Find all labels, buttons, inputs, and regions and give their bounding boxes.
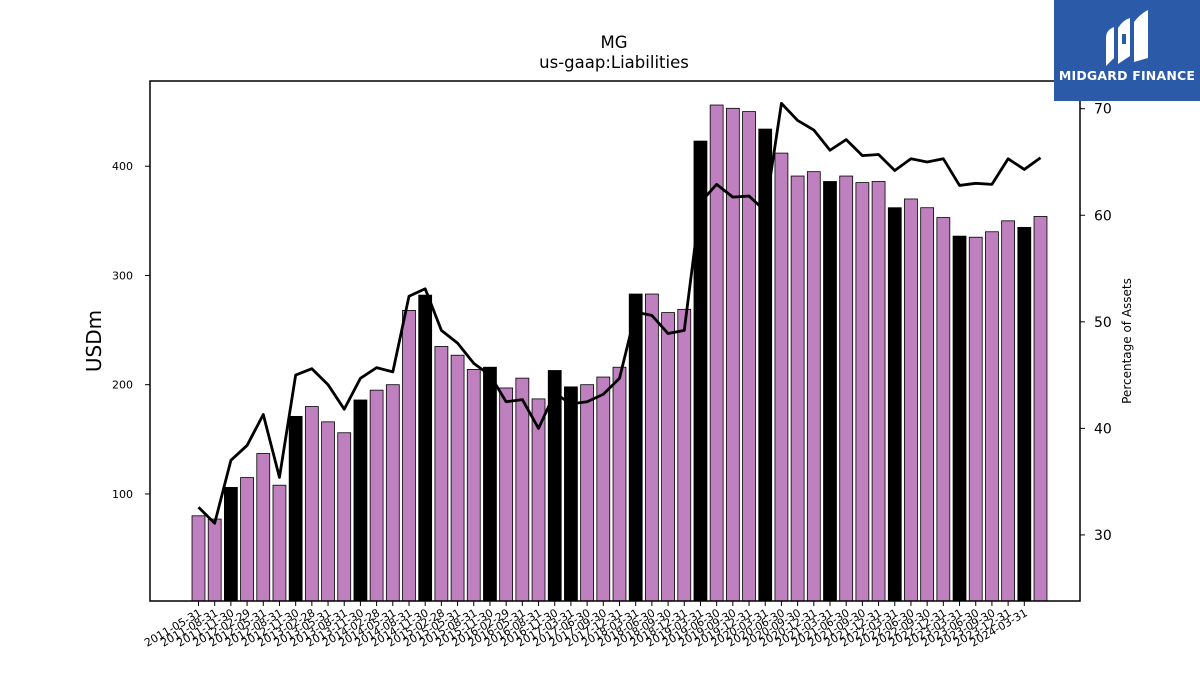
bar-15 (434, 346, 449, 602)
bar-13 (402, 310, 416, 602)
axes-layer: 10020030040030405060702011-05-312011-08-… (112, 80, 1112, 650)
brand-name: MIDGARD FINANCE (1058, 68, 1196, 83)
bar-24 (580, 384, 594, 602)
bar-50 (1001, 220, 1015, 602)
bar-26 (612, 366, 627, 602)
bar-39 (823, 181, 837, 602)
bar-35 (758, 128, 773, 602)
bar-43 (887, 207, 902, 602)
y2-tick-label-4: 70 (1094, 102, 1112, 118)
bar-11 (369, 389, 384, 602)
y2-tick-label-3: 60 (1094, 208, 1112, 224)
bar-2 (224, 486, 238, 602)
y2-tick-label-2: 50 (1094, 315, 1112, 331)
bar-44 (904, 198, 918, 602)
bar-6 (288, 415, 303, 602)
bar-0 (191, 515, 206, 602)
bar-12 (385, 384, 400, 602)
bar-45 (920, 207, 935, 602)
y-tick-label-2: 300 (112, 269, 133, 282)
bar-47 (952, 235, 967, 602)
bar-38 (806, 171, 821, 602)
bar-40 (839, 175, 854, 602)
bar-16 (450, 354, 465, 602)
bar-36 (774, 152, 789, 602)
bar-4 (256, 453, 271, 602)
bar-17 (466, 368, 481, 602)
chart-title: MG (600, 33, 627, 52)
chart-subtitle: us-gaap:Liabilities (539, 53, 689, 72)
midgard-m-logo-icon (1106, 10, 1148, 66)
bar-49 (985, 231, 999, 602)
y2-axis-label: Percentage of Assets (1120, 278, 1134, 404)
bar-27 (628, 293, 643, 602)
bar-51 (1017, 226, 1032, 602)
brand-logo: MIDGARD FINANCE (1054, 0, 1200, 101)
bar-46 (936, 217, 951, 602)
bar-10 (353, 399, 368, 602)
bar-19 (499, 387, 514, 602)
plot-frame (149, 80, 1081, 602)
pct-of-assets-line (197, 101, 1042, 525)
bar-29 (661, 312, 675, 602)
bar-37 (790, 175, 805, 602)
y-axis-label: USDm (82, 310, 106, 372)
bar-41 (855, 182, 870, 602)
bar-23 (564, 386, 578, 602)
y-tick-label-3: 400 (112, 160, 133, 173)
bar-1 (207, 518, 222, 602)
bar-52 (1033, 216, 1048, 602)
bar-25 (596, 376, 611, 602)
bar-7 (304, 406, 319, 602)
y2-tick-label-0: 30 (1094, 528, 1112, 544)
y2-tick-label-1: 40 (1094, 421, 1112, 437)
bar-9 (337, 432, 352, 602)
bar-20 (515, 377, 530, 602)
bar-14 (418, 294, 433, 602)
bar-18 (483, 366, 497, 602)
bar-42 (871, 181, 886, 602)
percentage-line-layer (197, 101, 1042, 525)
bars-layer (191, 104, 1048, 602)
y-tick-label-1: 200 (112, 379, 133, 392)
bar-32 (709, 104, 724, 602)
bar-34 (742, 111, 756, 602)
bar-33 (725, 107, 740, 602)
bar-30 (677, 308, 692, 602)
bar-28 (645, 293, 659, 602)
bar-3 (240, 477, 254, 602)
y-tick-label-0: 100 (112, 488, 133, 501)
bar-5 (272, 484, 287, 602)
bar-8 (321, 421, 335, 602)
bar-48 (968, 236, 983, 602)
